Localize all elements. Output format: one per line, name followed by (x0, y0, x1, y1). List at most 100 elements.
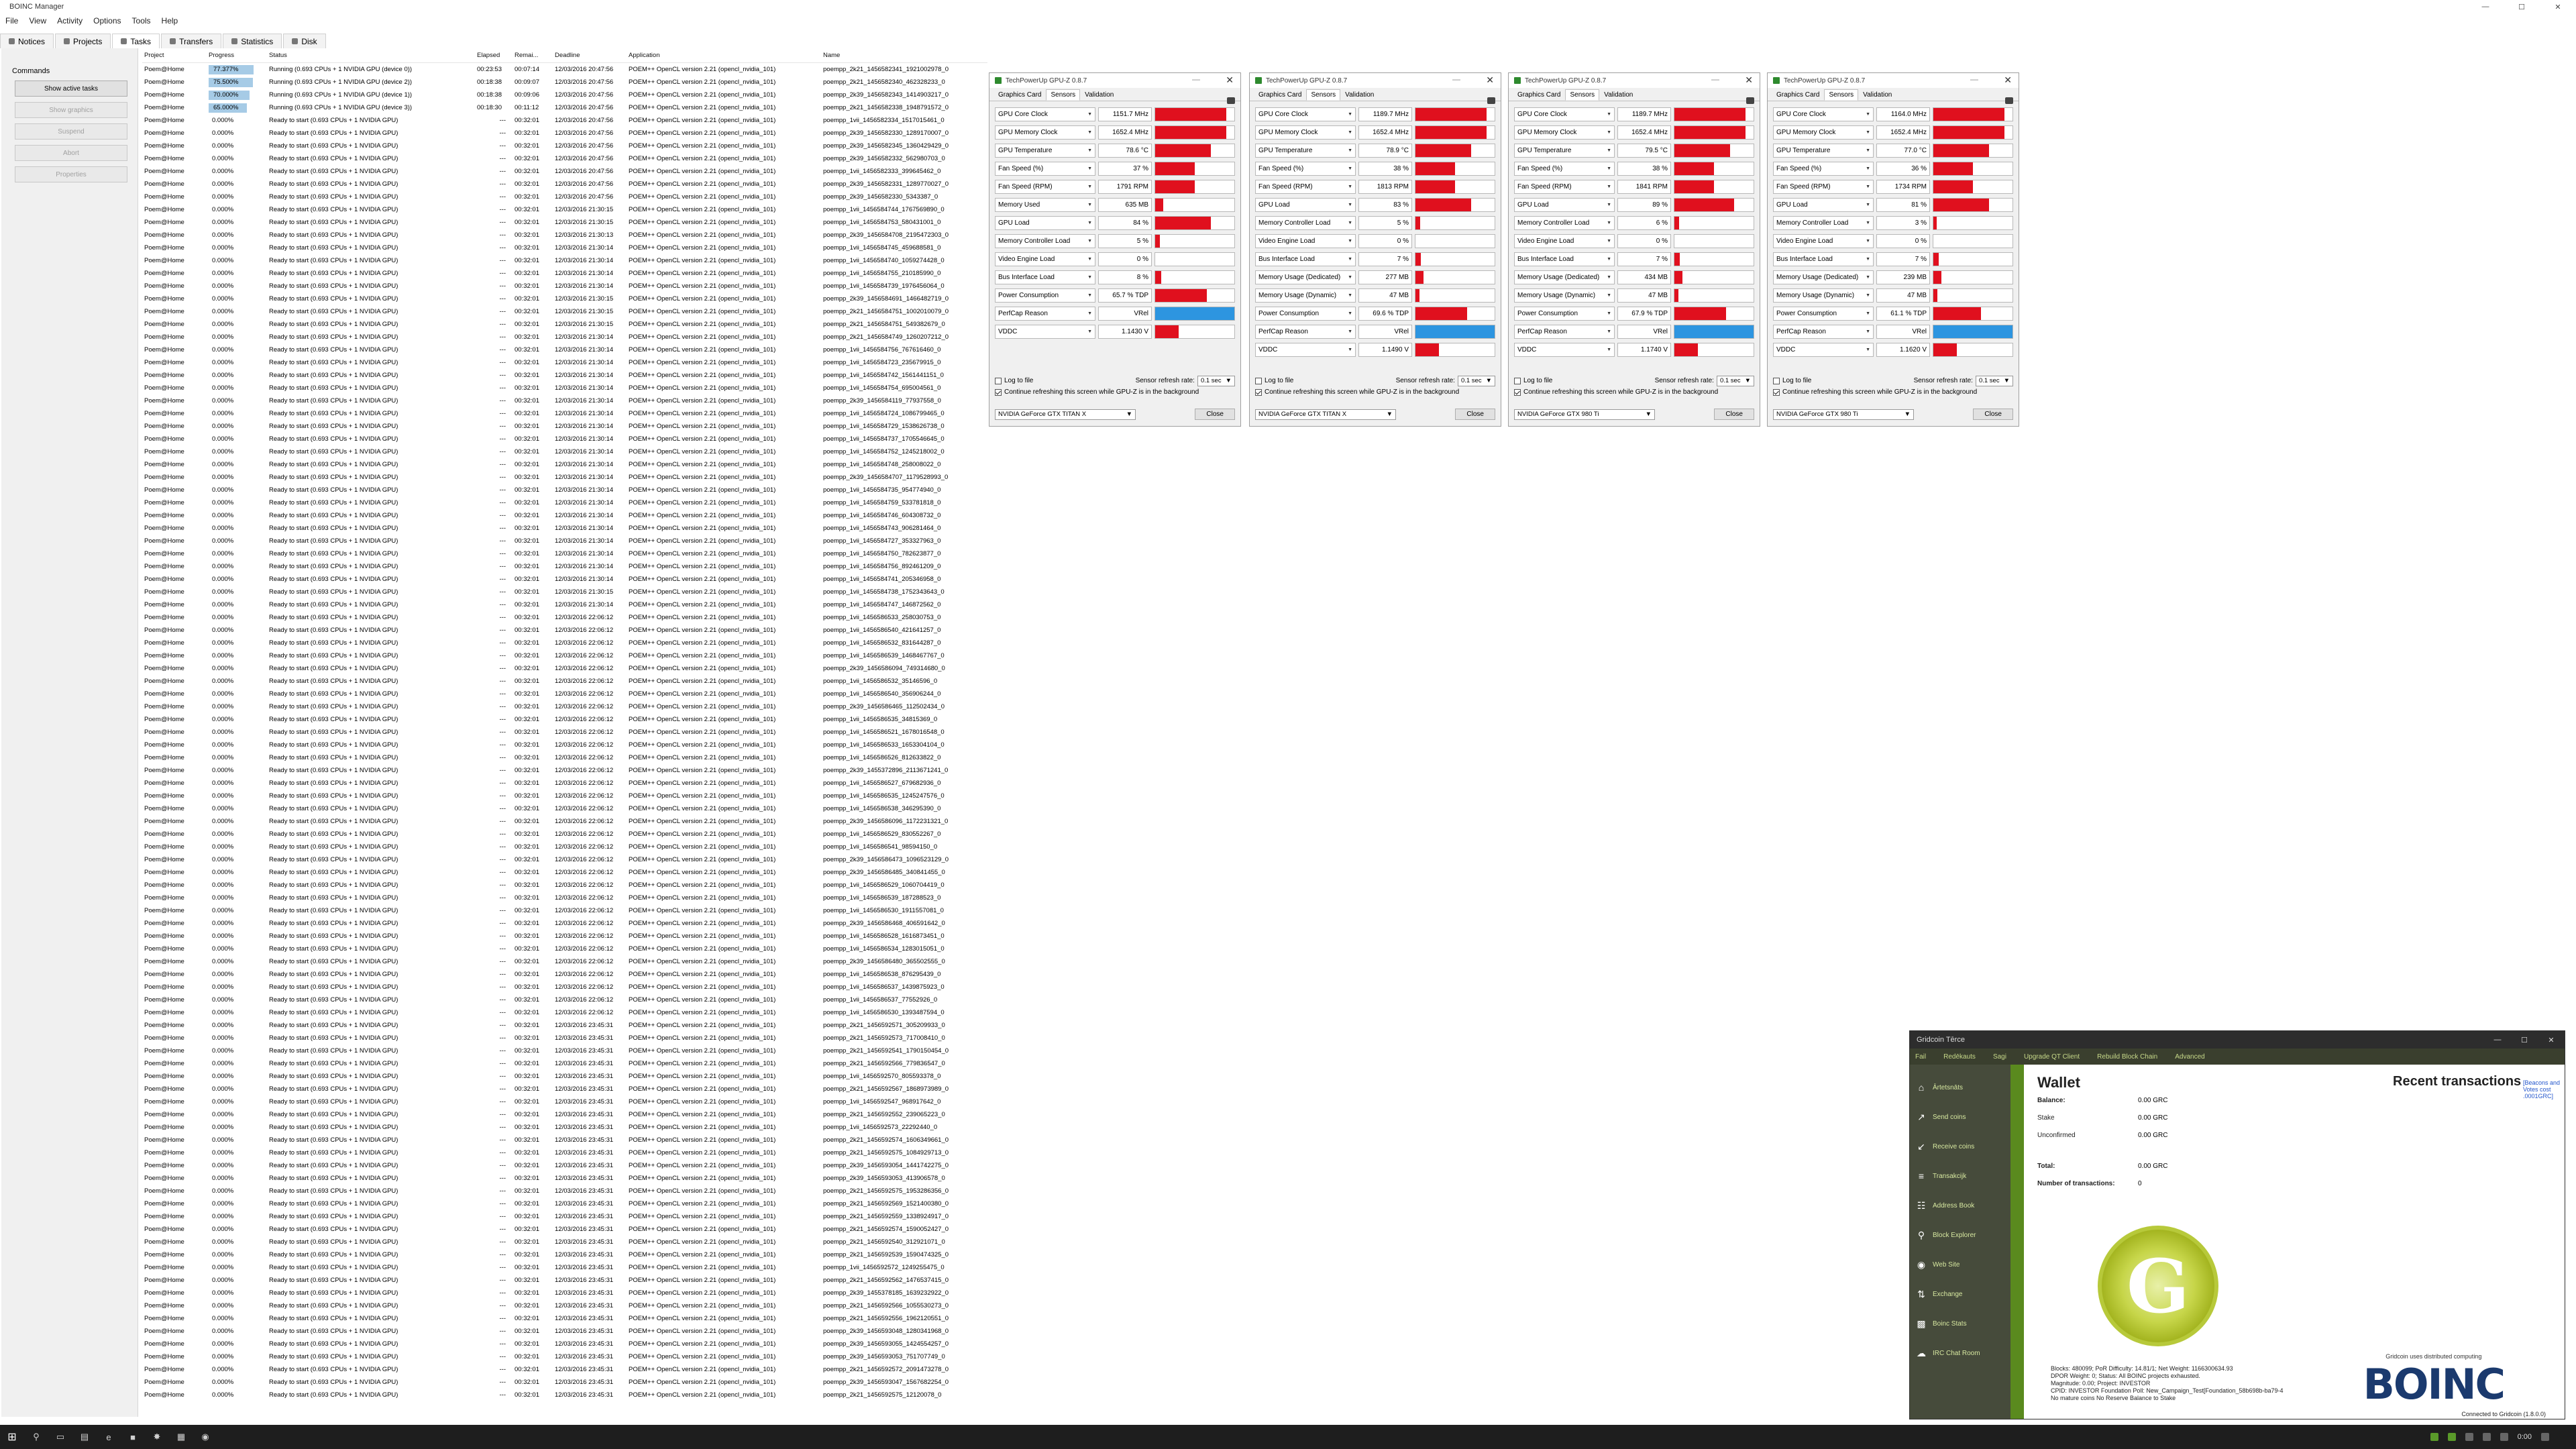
sensor-label[interactable]: Memory Usage (Dedicated) ▼ (1514, 270, 1615, 284)
table-row[interactable]: Poem@Home 0.000% Ready to start (0.693 CPU… (142, 1083, 987, 1095)
table-row[interactable]: Poem@Home 0.000% Ready to start (0.693 CPU… (142, 1032, 987, 1044)
sensor-label[interactable]: Fan Speed (RPM) ▼ (995, 180, 1095, 194)
table-row[interactable]: Poem@Home 0.000% Ready to start (0.693 CPU… (142, 662, 987, 675)
table-row[interactable]: Poem@Home 0.000% Ready to start (0.693 CPU… (142, 382, 987, 394)
device-select[interactable]: NVIDIA GeForce GTX TITAN X ▼ (995, 409, 1136, 420)
close-button[interactable]: Close (1714, 409, 1754, 420)
table-row[interactable]: Poem@Home 0.000% Ready to start (0.693 CPU… (142, 127, 987, 140)
table-row[interactable]: Poem@Home 0.000% Ready to start (0.693 CPU… (142, 955, 987, 968)
table-row[interactable]: Poem@Home 70.000% Running (0.693 CPUs + 1 … (142, 89, 987, 101)
table-row[interactable]: Poem@Home 0.000% Ready to start (0.693 CPU… (142, 739, 987, 751)
col-elapsed[interactable]: Elapsed (477, 52, 500, 59)
gpuz-tab[interactable]: Validation (1345, 91, 1375, 99)
table-row[interactable]: Poem@Home 0.000% Ready to start (0.693 CPU… (142, 356, 987, 369)
table-row[interactable]: Poem@Home 0.000% Ready to start (0.693 CPU… (142, 318, 987, 331)
sensor-label[interactable]: Memory Used ▼ (995, 198, 1095, 212)
table-row[interactable]: Poem@Home 0.000% Ready to start (0.693 CPU… (142, 292, 987, 305)
sensor-label[interactable]: Fan Speed (RPM) ▼ (1773, 180, 1874, 194)
menu-file[interactable]: File (5, 16, 19, 25)
table-row[interactable]: Poem@Home 0.000% Ready to start (0.693 CPU… (142, 853, 987, 866)
table-row[interactable]: Poem@Home 0.000% Ready to start (0.693 CPU… (142, 191, 987, 203)
table-row[interactable]: Poem@Home 0.000% Ready to start (0.693 CPU… (142, 611, 987, 624)
log-checkbox[interactable] (1514, 377, 1521, 384)
sensor-label[interactable]: GPU Load ▼ (1255, 198, 1356, 212)
device-select[interactable]: NVIDIA GeForce GTX TITAN X ▼ (1255, 409, 1396, 420)
maximize-icon[interactable]: ☐ (2521, 1036, 2528, 1044)
minimize-icon[interactable]: — (1970, 74, 1978, 84)
table-row[interactable]: Poem@Home 0.000% Ready to start (0.693 CPU… (142, 917, 987, 930)
table-row[interactable]: Poem@Home 0.000% Ready to start (0.693 CPU… (142, 713, 987, 726)
continue-checkbox[interactable] (1773, 388, 1780, 396)
sensor-label[interactable]: GPU Load ▼ (1514, 198, 1615, 212)
sensor-label[interactable]: Memory Controller Load ▼ (1514, 216, 1615, 230)
sensor-label[interactable]: PerfCap Reason ▼ (1773, 325, 1874, 339)
sensor-label[interactable]: VDDC ▼ (1773, 343, 1874, 357)
table-row[interactable]: Poem@Home 0.000% Ready to start (0.693 CPU… (142, 790, 987, 802)
notifications-icon[interactable] (2541, 1433, 2549, 1441)
table-row[interactable]: Poem@Home 0.000% Ready to start (0.693 CPU… (142, 1095, 987, 1108)
table-row[interactable]: Poem@Home 0.000% Ready to start (0.693 CPU… (142, 254, 987, 267)
sensor-label[interactable]: Video Engine Load ▼ (1514, 234, 1615, 248)
table-row[interactable]: Poem@Home 0.000% Ready to start (0.693 CPU… (142, 1261, 987, 1274)
table-row[interactable]: Poem@Home 0.000% Ready to start (0.693 CPU… (142, 458, 987, 471)
table-row[interactable]: Poem@Home 0.000% Ready to start (0.693 CPU… (142, 1363, 987, 1376)
sensor-label[interactable]: Bus Interface Load ▼ (1514, 252, 1615, 266)
table-row[interactable]: Poem@Home 0.000% Ready to start (0.693 CPU… (142, 675, 987, 688)
table-row[interactable]: Poem@Home 0.000% Ready to start (0.693 CPU… (142, 1019, 987, 1032)
table-row[interactable]: Poem@Home 0.000% Ready to start (0.693 CPU… (142, 1197, 987, 1210)
table-row[interactable]: Poem@Home 0.000% Ready to start (0.693 CPU… (142, 407, 987, 420)
nav-item-0[interactable]: ⌂ Ārtetsnāts (1910, 1073, 2010, 1102)
menu-activity[interactable]: Activity (57, 16, 83, 25)
table-row[interactable]: Poem@Home 0.000% Ready to start (0.693 CPU… (142, 586, 987, 598)
nav-item-3[interactable]: ≡ Transakcijk (1910, 1161, 2010, 1191)
table-row[interactable]: Poem@Home 0.000% Ready to start (0.693 CPU… (142, 1223, 987, 1236)
nav-item-6[interactable]: ◉ Web Site (1910, 1250, 2010, 1279)
table-row[interactable]: Poem@Home 0.000% Ready to start (0.693 CPU… (142, 1070, 987, 1083)
menu-advanced[interactable]: Advanced (2175, 1053, 2205, 1061)
col-status[interactable]: Status (269, 52, 287, 59)
command-button-0[interactable]: Show active tasks (15, 80, 127, 97)
sensor-label[interactable]: GPU Temperature ▼ (1514, 144, 1615, 158)
table-row[interactable]: Poem@Home 65.000% Running (0.693 CPUs + 1 … (142, 101, 987, 114)
table-row[interactable]: Poem@Home 0.000% Ready to start (0.693 CPU… (142, 216, 987, 229)
refresh-select[interactable]: 0.1 sec ▼ (1716, 375, 1754, 386)
table-row[interactable]: Poem@Home 0.000% Ready to start (0.693 CPU… (142, 140, 987, 152)
table-row[interactable]: Poem@Home 0.000% Ready to start (0.693 CPU… (142, 509, 987, 522)
sensor-label[interactable]: GPU Core Clock ▼ (1255, 107, 1356, 121)
nav-item-1[interactable]: ↗ Send coins (1910, 1102, 2010, 1132)
boinc-titlebar[interactable]: BOINC Manager — ☐ ✕ (0, 0, 2576, 13)
edge-icon[interactable]: e (106, 1432, 111, 1442)
nav-item-4[interactable]: ☷ Address Book (1910, 1191, 2010, 1220)
windows-start-icon[interactable]: ⊞ (7, 1432, 17, 1443)
table-row[interactable]: Poem@Home 0.000% Ready to start (0.693 CPU… (142, 1172, 987, 1185)
close-button[interactable]: Close (1973, 409, 2013, 420)
tab-projects[interactable]: Projects (55, 34, 111, 48)
continue-checkbox[interactable] (1514, 388, 1521, 396)
table-row[interactable]: Poem@Home 0.000% Ready to start (0.693 CPU… (142, 1350, 987, 1363)
command-button-2[interactable]: Suspend (15, 123, 127, 140)
table-row[interactable]: Poem@Home 0.000% Ready to start (0.693 CPU… (142, 1146, 987, 1159)
device-select[interactable]: NVIDIA GeForce GTX 980 Ti ▼ (1514, 409, 1655, 420)
table-row[interactable]: Poem@Home 0.000% Ready to start (0.693 CPU… (142, 433, 987, 445)
table-row[interactable]: Poem@Home 0.000% Ready to start (0.693 CPU… (142, 1389, 987, 1401)
sensor-label[interactable]: Memory Usage (Dedicated) ▼ (1255, 270, 1356, 284)
log-checkbox[interactable] (1773, 377, 1780, 384)
keyboard-icon[interactable] (2500, 1433, 2508, 1441)
sensor-label[interactable]: GPU Temperature ▼ (1255, 144, 1356, 158)
table-row[interactable]: Poem@Home 0.000% Ready to start (0.693 CPU… (142, 1287, 987, 1299)
gpuz-tab[interactable]: Graphics Card (1517, 91, 1561, 99)
table-row[interactable]: Poem@Home 0.000% Ready to start (0.693 CPU… (142, 471, 987, 484)
table-row[interactable]: Poem@Home 0.000% Ready to start (0.693 CPU… (142, 535, 987, 547)
volume-icon[interactable] (2482, 1433, 2491, 1441)
table-row[interactable]: Poem@Home 0.000% Ready to start (0.693 CPU… (142, 1274, 987, 1287)
tab-statistics[interactable]: Statistics (223, 34, 282, 48)
sensor-label[interactable]: Power Consumption ▼ (1773, 307, 1874, 321)
table-row[interactable]: Poem@Home 0.000% Ready to start (0.693 CPU… (142, 1236, 987, 1248)
refresh-select[interactable]: 0.1 sec ▼ (1975, 375, 2013, 386)
table-row[interactable]: Poem@Home 0.000% Ready to start (0.693 CPU… (142, 968, 987, 981)
sensor-label[interactable]: GPU Core Clock ▼ (1514, 107, 1615, 121)
table-row[interactable]: Poem@Home 0.000% Ready to start (0.693 CPU… (142, 1044, 987, 1057)
sensor-label[interactable]: Fan Speed (RPM) ▼ (1514, 180, 1615, 194)
sensor-label[interactable]: Memory Usage (Dedicated) ▼ (1773, 270, 1874, 284)
table-row[interactable]: Poem@Home 0.000% Ready to start (0.693 CPU… (142, 777, 987, 790)
